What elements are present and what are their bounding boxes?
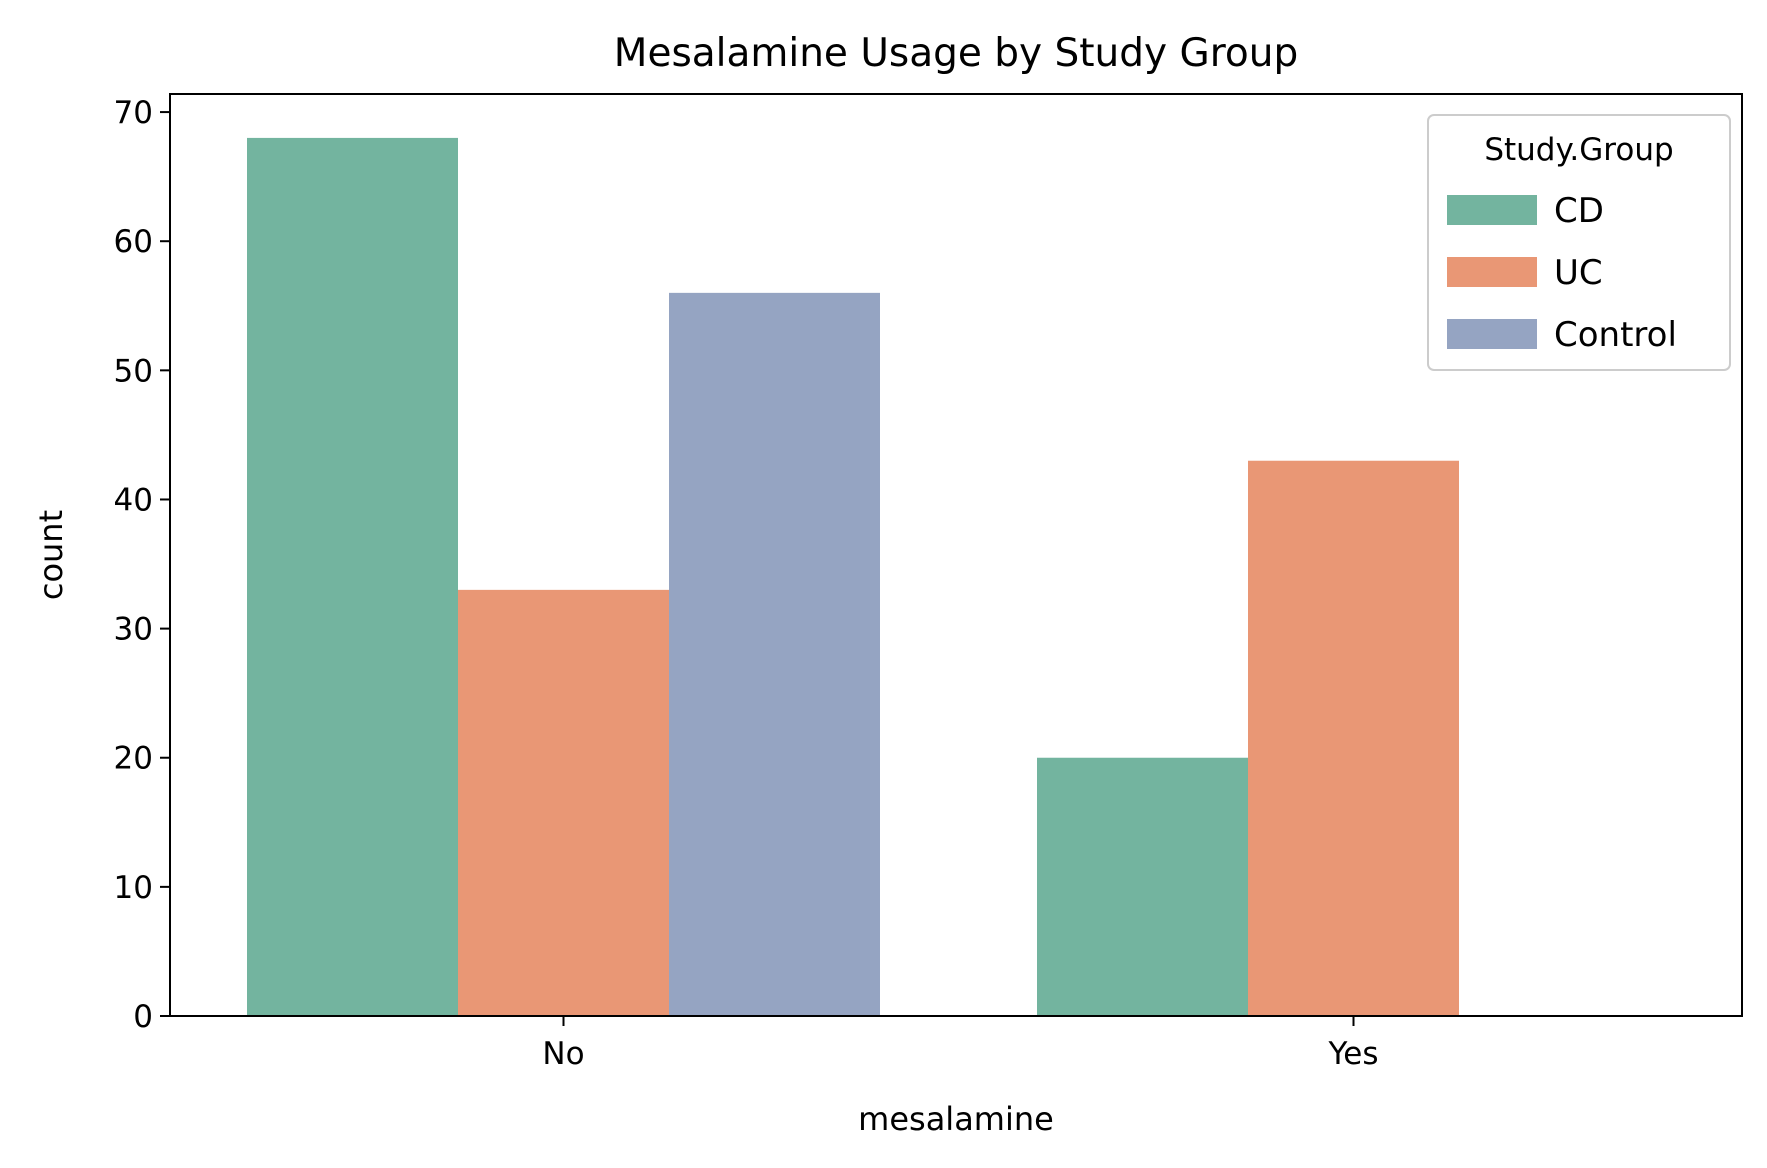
bar-cd-yes [1037,757,1248,1016]
y-tick-label: 20 [114,741,153,777]
y-tick-label: 10 [114,870,153,906]
y-tick-label: 0 [133,999,153,1035]
legend: Study.Group CD UC Control [1427,114,1731,371]
bar-uc-yes [1248,460,1459,1016]
chart-title: Mesalamine Usage by Study Group [614,31,1298,76]
legend-label-cd: CD [1554,191,1604,231]
y-tick-label: 40 [114,482,153,518]
bar-uc-no [458,589,669,1016]
x-axis-label: mesalamine [858,1100,1054,1138]
legend-items: CD UC Control [1447,191,1677,355]
y-axis-label: count [32,510,70,600]
x-tick-label-no: No [542,1036,584,1072]
legend-swatch-uc [1447,257,1537,287]
y-tick-label: 30 [114,612,153,648]
legend-box [1427,114,1731,371]
bar-control-no [669,292,880,1016]
x-axis-ticks: No Yes [542,1016,1379,1072]
legend-title: Study.Group [1484,132,1673,168]
y-axis-ticks: 0 10 20 30 40 50 60 70 [114,95,170,1035]
legend-swatch-control [1447,319,1537,349]
x-tick-label-yes: Yes [1327,1036,1378,1072]
bars-group [247,137,1459,1016]
plot-frame [169,93,1743,1017]
legend-label-uc: UC [1554,253,1603,293]
legend-swatch-cd [1447,195,1537,225]
bar-cd-no [247,137,458,1016]
y-tick-label: 70 [114,95,153,131]
legend-label-control: Control [1554,315,1677,355]
y-tick-label: 60 [114,224,153,260]
y-tick-label: 50 [114,353,153,389]
